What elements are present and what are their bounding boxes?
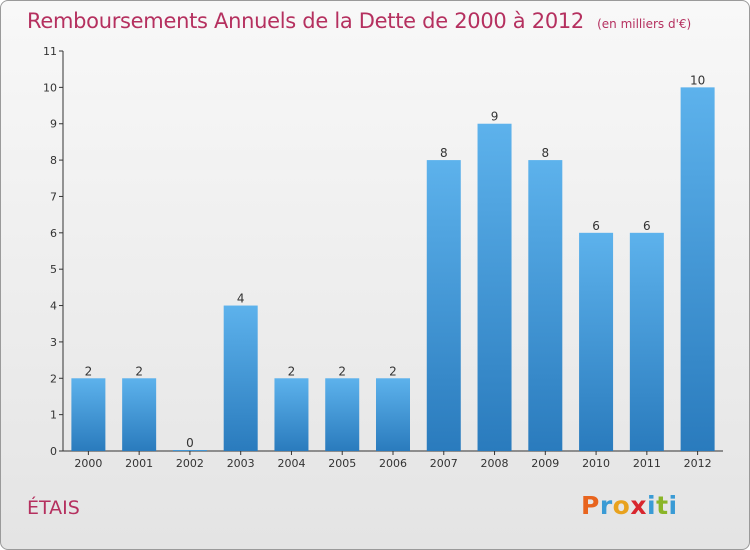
logo-letter: x <box>630 491 647 520</box>
data-label: 2 <box>338 364 346 378</box>
x-tick-label: 2002 <box>176 457 204 470</box>
y-tick-label: 10 <box>43 81 57 94</box>
data-label: 6 <box>592 219 600 233</box>
data-label: 2 <box>389 364 397 378</box>
x-tick-label: 2006 <box>379 457 407 470</box>
y-tick-label: 2 <box>50 372 57 385</box>
x-tick-label: 2011 <box>633 457 661 470</box>
y-tick-label: 1 <box>50 409 57 422</box>
y-tick-label: 7 <box>50 190 57 203</box>
bar <box>376 378 410 451</box>
y-tick-label: 11 <box>43 45 57 58</box>
chart-units: (en milliers d'€) <box>597 17 692 31</box>
x-tick-label: 2007 <box>430 457 458 470</box>
bar <box>122 378 157 451</box>
y-tick-label: 0 <box>50 445 57 458</box>
y-tick-label: 6 <box>50 227 57 240</box>
proxiti-logo: Proxiti <box>581 491 678 520</box>
logo-letter: i <box>647 491 657 520</box>
bar <box>579 232 614 451</box>
bar <box>528 160 563 451</box>
bar <box>172 450 207 451</box>
y-tick-label: 4 <box>50 300 57 313</box>
y-tick-label: 9 <box>50 118 57 131</box>
data-label: 9 <box>491 110 499 124</box>
logo-letter: P <box>581 491 600 520</box>
bar <box>325 378 360 451</box>
x-tick-label: 2004 <box>277 457 305 470</box>
bar <box>274 378 309 451</box>
x-tick-label: 2009 <box>531 457 559 470</box>
bar <box>477 123 512 452</box>
data-label: 4 <box>237 292 245 306</box>
logo-letter: t <box>656 491 669 520</box>
data-label: 2 <box>85 364 93 378</box>
logo-letter: o <box>612 491 631 520</box>
data-label: 0 <box>186 436 194 450</box>
data-label: 2 <box>288 364 296 378</box>
data-label: 8 <box>440 146 448 160</box>
x-tick-label: 2003 <box>227 457 255 470</box>
y-tick-label: 5 <box>50 263 57 276</box>
x-tick-label: 2000 <box>74 457 102 470</box>
logo-letter: r <box>599 491 613 520</box>
chart-title: Remboursements Annuels de la Dette de 20… <box>27 9 584 33</box>
x-tick-label: 2012 <box>684 457 712 470</box>
x-tick-label: 2008 <box>481 457 509 470</box>
bar <box>223 305 258 451</box>
y-tick-label: 3 <box>50 336 57 349</box>
logo-letter: i <box>668 491 678 520</box>
x-tick-label: 2001 <box>125 457 153 470</box>
bar <box>426 160 461 451</box>
title-row: Remboursements Annuels de la Dette de 20… <box>27 9 691 33</box>
bar <box>71 378 106 451</box>
data-label: 6 <box>643 219 651 233</box>
bar <box>680 87 715 451</box>
x-tick-label: 2005 <box>328 457 356 470</box>
bar <box>629 232 664 451</box>
commune-name: ÉTAIS <box>27 497 80 519</box>
data-label: 10 <box>690 73 705 87</box>
y-tick-label: 8 <box>50 154 57 167</box>
data-label: 8 <box>541 146 549 160</box>
data-label: 2 <box>135 364 143 378</box>
x-tick-label: 2010 <box>582 457 610 470</box>
